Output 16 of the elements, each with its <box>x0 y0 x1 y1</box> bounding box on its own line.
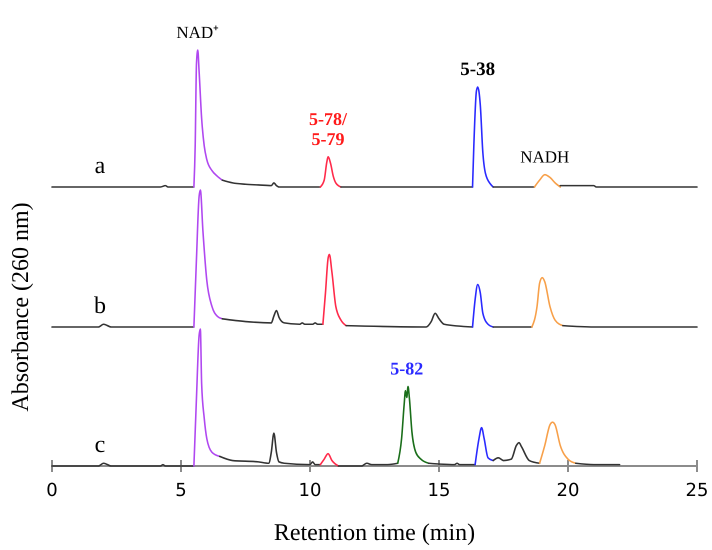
annotation: a <box>94 153 106 179</box>
annotation: 5-38 <box>460 58 496 80</box>
x-tick-label: 5 <box>175 480 187 501</box>
annotation: c <box>94 432 106 458</box>
x-tick-label: 0 <box>46 480 58 501</box>
x-tick-label: 20 <box>556 480 580 501</box>
x-axis-title: Retention time (min) <box>274 520 476 546</box>
annotation: 5-82 <box>390 358 424 379</box>
y-axis-title: Absorbance (260 nm) <box>8 202 34 412</box>
annotation: NADH <box>520 148 570 167</box>
annotation: NAD⁺ <box>176 23 220 42</box>
annotation: b <box>94 293 106 319</box>
annotation: 5-78/ 5-79 <box>309 108 348 149</box>
x-tick-label: 10 <box>298 480 322 501</box>
x-tick-label: 25 <box>686 480 708 501</box>
x-tick-label: 15 <box>428 480 450 501</box>
